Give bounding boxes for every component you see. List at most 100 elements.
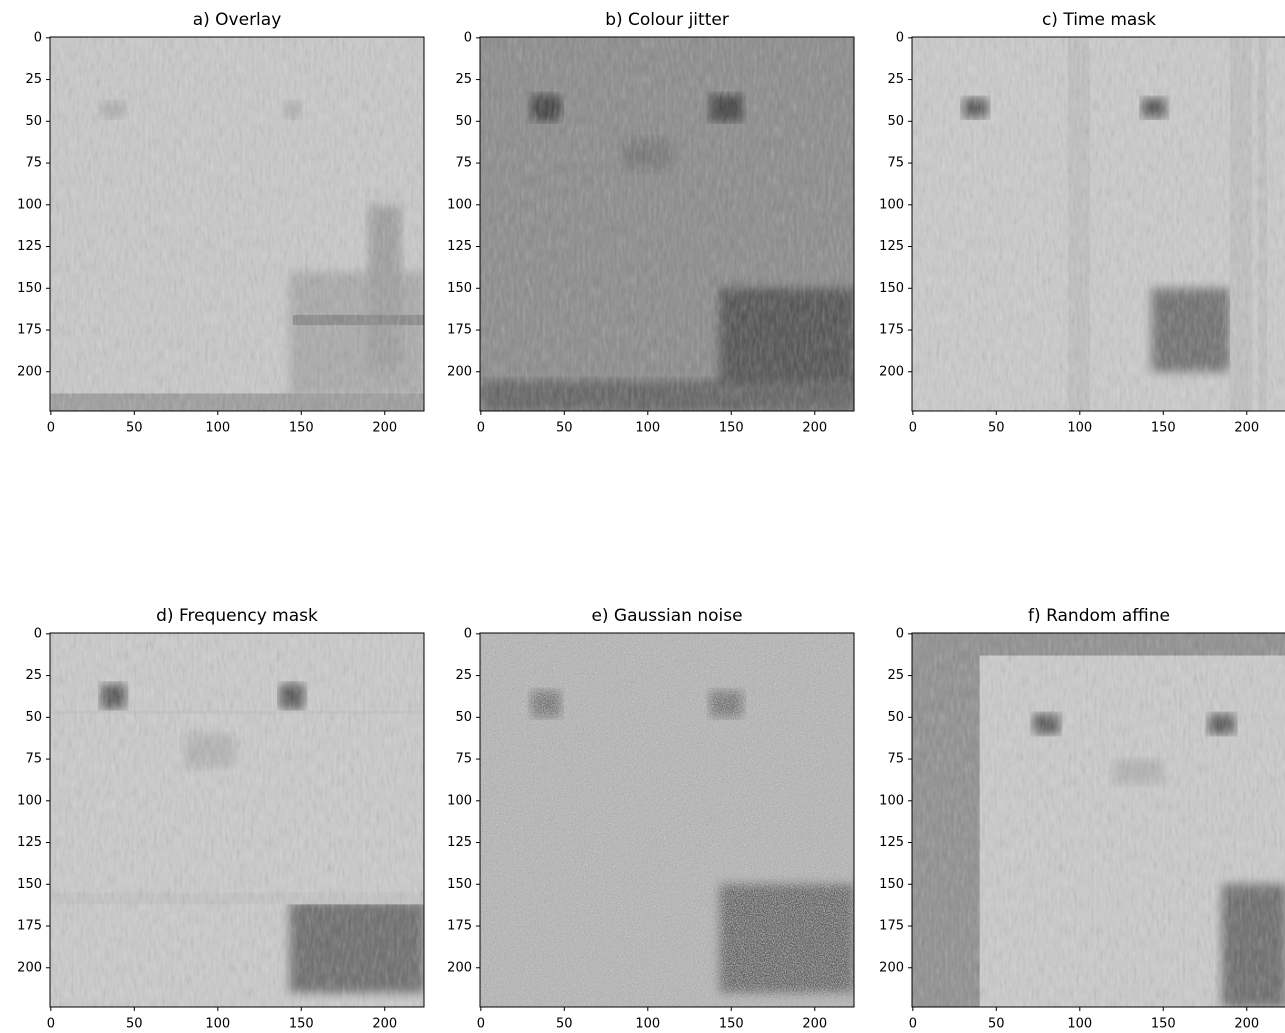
x-tick-label: 0 (477, 421, 485, 436)
image-texture (912, 37, 1285, 411)
panel: e) Gaussian noise 0 50 100 150 200 0 25 50 75 100 1… (447, 606, 855, 1032)
y-tick-label: 175 (447, 323, 472, 338)
y-tick-label: 50 (25, 710, 42, 725)
x-tick-label: 200 (802, 421, 827, 436)
y-tick-label: 50 (455, 114, 472, 129)
y-tick-label: 75 (25, 752, 42, 767)
image-texture (480, 633, 854, 1007)
y-tick-label: 175 (879, 323, 904, 338)
y-tick-label: 125 (879, 835, 904, 850)
image-texture (50, 633, 424, 1007)
y-tick-label: 25 (25, 72, 42, 87)
y-tick-label: 100 (447, 793, 472, 808)
panel-title: c) Time mask (1042, 10, 1156, 30)
x-tick-label: 150 (289, 421, 314, 436)
image (912, 37, 1285, 411)
y-tick-label: 100 (17, 793, 42, 808)
y-tick-label: 150 (447, 281, 472, 296)
image (50, 37, 424, 411)
y-tick-label: 100 (879, 197, 904, 212)
x-tick-label: 200 (1234, 1017, 1259, 1032)
x-tick-label: 0 (477, 1017, 485, 1032)
x-tick-label: 200 (372, 421, 397, 436)
panel: b) Colour jitter 0 50 100 150 200 0 25 50 75 100 12… (447, 10, 855, 436)
y-tick-label: 175 (447, 919, 472, 934)
y-tick-label: 50 (455, 710, 472, 725)
y-tick-label: 75 (887, 156, 904, 171)
image (480, 37, 854, 411)
y-tick-label: 25 (25, 668, 42, 683)
y-tick-label: 125 (447, 239, 472, 254)
panel-title: f) Random affine (1028, 606, 1170, 626)
y-tick-label: 125 (17, 835, 42, 850)
y-tick-label: 125 (17, 239, 42, 254)
y-tick-label: 200 (447, 364, 472, 379)
y-tick-label: 150 (447, 877, 472, 892)
y-tick-label: 0 (464, 30, 472, 45)
y-tick-label: 25 (455, 72, 472, 87)
y-tick-label: 200 (17, 960, 42, 975)
frame (479, 632, 855, 1008)
y-tick-label: 75 (25, 156, 42, 171)
frame (49, 36, 425, 412)
y-tick-label: 25 (887, 72, 904, 87)
x-tick-label: 150 (1151, 421, 1176, 436)
y-tick-label: 200 (879, 960, 904, 975)
x-tick-label: 100 (1067, 421, 1092, 436)
y-tick-label: 150 (879, 877, 904, 892)
x-tick-label: 50 (988, 1017, 1005, 1032)
panel-title: d) Frequency mask (156, 606, 318, 626)
image (50, 633, 424, 1007)
x-tick-label: 200 (372, 1017, 397, 1032)
panel: a) Overlay 0 50 100 150 200 0 25 50 75 100 125 150 17… (17, 10, 425, 436)
y-tick-label: 100 (17, 197, 42, 212)
panel-title: e) Gaussian noise (591, 606, 742, 626)
y-tick-label: 200 (447, 960, 472, 975)
x-tick-label: 150 (1151, 1017, 1176, 1032)
y-tick-label: 150 (17, 877, 42, 892)
y-tick-label: 175 (17, 323, 42, 338)
x-tick-label: 100 (1067, 1017, 1092, 1032)
frame (479, 36, 855, 412)
x-tick-label: 100 (205, 1017, 230, 1032)
frame (911, 36, 1285, 412)
x-tick-label: 100 (635, 1017, 660, 1032)
image (912, 633, 1285, 1007)
x-tick-label: 200 (802, 1017, 827, 1032)
x-tick-label: 0 (47, 1017, 55, 1032)
y-tick-label: 175 (879, 919, 904, 934)
y-tick-label: 50 (887, 710, 904, 725)
x-tick-label: 50 (556, 421, 573, 436)
y-tick-label: 0 (34, 626, 42, 641)
frame (49, 632, 425, 1008)
panel-title: b) Colour jitter (605, 10, 729, 30)
x-tick-label: 150 (719, 421, 744, 436)
x-tick-label: 50 (988, 421, 1005, 436)
y-tick-label: 75 (455, 156, 472, 171)
x-tick-label: 150 (719, 1017, 744, 1032)
x-tick-label: 0 (909, 1017, 917, 1032)
x-tick-label: 0 (909, 421, 917, 436)
y-tick-label: 50 (25, 114, 42, 129)
y-tick-label: 100 (447, 197, 472, 212)
y-tick-label: 0 (896, 30, 904, 45)
x-tick-label: 50 (556, 1017, 573, 1032)
x-tick-label: 50 (126, 1017, 143, 1032)
x-tick-label: 200 (1234, 421, 1259, 436)
y-tick-label: 50 (887, 114, 904, 129)
x-tick-label: 50 (126, 421, 143, 436)
y-tick-label: 0 (896, 626, 904, 641)
y-tick-label: 25 (887, 668, 904, 683)
y-tick-label: 25 (455, 668, 472, 683)
frame (911, 632, 1285, 1008)
x-tick-label: 100 (205, 421, 230, 436)
x-tick-label: 150 (289, 1017, 314, 1032)
y-tick-label: 150 (879, 281, 904, 296)
image-texture (912, 633, 1285, 1007)
panel: d) Frequency mask 0 50 100 150 200 0 25 50 75 100 1… (17, 606, 425, 1032)
y-tick-label: 0 (34, 30, 42, 45)
y-tick-label: 100 (879, 793, 904, 808)
y-tick-label: 0 (464, 626, 472, 641)
